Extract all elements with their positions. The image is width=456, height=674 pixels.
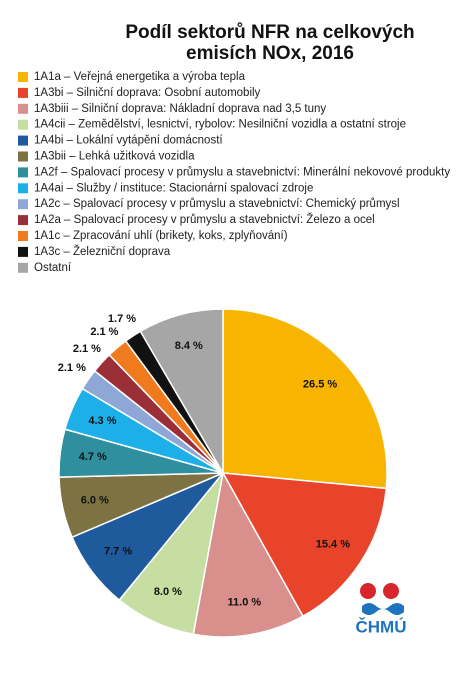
legend-label: 1A2a – Spalovací procesy v průmyslu a st… xyxy=(34,213,375,226)
pie-slice xyxy=(221,472,388,618)
logo-wave xyxy=(362,603,404,615)
value-label: 4.7 % xyxy=(79,451,107,463)
legend-swatch xyxy=(18,199,28,210)
legend-swatch xyxy=(18,72,28,82)
pie-slice xyxy=(222,308,388,490)
legend-label: Ostatní xyxy=(34,262,72,274)
value-label: 8.0 % xyxy=(154,586,182,598)
legend-swatch xyxy=(18,119,28,130)
legend-swatch xyxy=(18,231,28,241)
value-label: 7.7 % xyxy=(104,546,132,558)
legend-label: 1A1a – Veřejná energetika a výroba tepla xyxy=(34,71,246,83)
value-label: 4.3 % xyxy=(88,415,116,427)
value-label: 1.7 % xyxy=(108,313,136,325)
legend-swatch xyxy=(18,151,28,162)
legend-label: 1A4bi – Lokální vytápění domácností xyxy=(34,135,223,147)
value-label: 11.0 % xyxy=(228,596,262,608)
value-label: 2.1 % xyxy=(90,326,118,338)
legend-label: 1A3bii – Lehká užitková vozidla xyxy=(34,151,195,163)
pie-slice xyxy=(139,308,224,476)
legend-swatch xyxy=(18,87,28,98)
logo-circle xyxy=(360,583,376,599)
pie-slice xyxy=(192,470,304,638)
value-label: 2.1 % xyxy=(58,362,86,374)
legend-swatch xyxy=(18,215,28,226)
legend-label: 1A4cii – Zemědělství, lesnictví, rybolov… xyxy=(34,119,406,131)
legend-label: 1A3biii – Silniční doprava: Nákladní dop… xyxy=(34,103,326,115)
legend-label: 1A1c – Zpracování uhlí (brikety, koks, z… xyxy=(34,230,288,242)
value-label: 6.0 % xyxy=(81,495,109,507)
legend-swatch xyxy=(18,262,28,273)
value-label: 2.1 % xyxy=(73,343,101,355)
legend-label: 1A2f – Spalovací procesy v průmyslu a st… xyxy=(34,166,450,178)
legend-label: 1A4ai – Služby / instituce: Stacionární … xyxy=(34,182,313,194)
legend-swatch xyxy=(18,246,28,257)
legend-label: 1A3bi – Silniční doprava: Osobní automob… xyxy=(34,87,261,99)
logo: ČHMÚ xyxy=(356,583,407,636)
chart-title: Podíl sektorů NFR na celkových emisích N… xyxy=(125,22,415,64)
value-label: 8.4 % xyxy=(175,340,203,352)
logo-text: ČHMÚ xyxy=(356,617,407,636)
legend-swatch xyxy=(18,183,28,194)
value-label: 15.4 % xyxy=(316,539,350,551)
legend-swatch xyxy=(18,103,28,114)
legend-swatch xyxy=(18,135,28,146)
value-label: 26.5 % xyxy=(303,379,337,391)
logo-circle xyxy=(383,583,399,599)
legend-label: 1A2c – Spalovací procesy v průmyslu a st… xyxy=(34,198,400,210)
legend-label: 1A3c – Železniční doprava xyxy=(34,245,171,258)
legend-swatch xyxy=(18,167,28,178)
